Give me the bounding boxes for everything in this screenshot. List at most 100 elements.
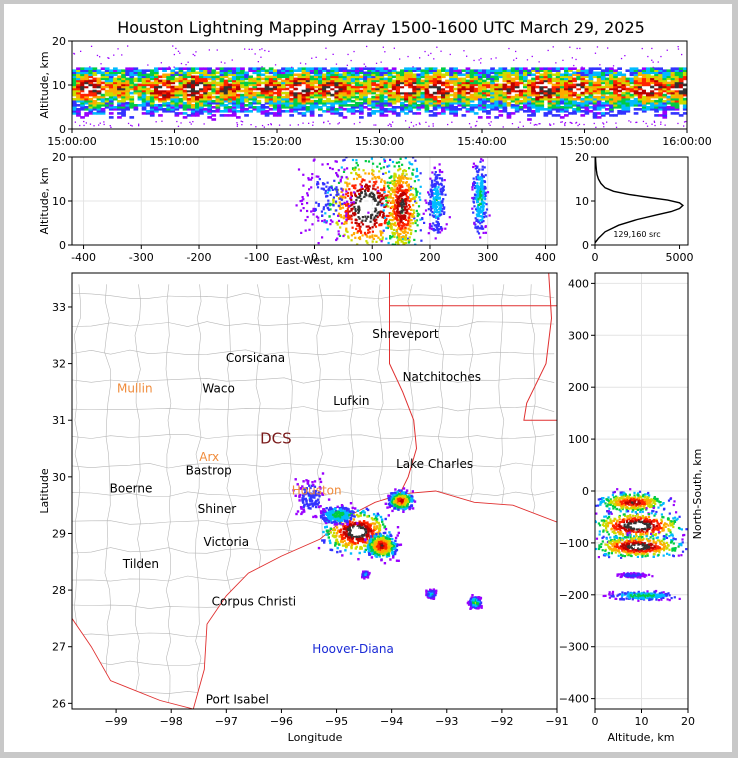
density-cell xyxy=(272,112,278,115)
ew-density-cell xyxy=(478,211,481,214)
ew-density-cell xyxy=(475,170,479,173)
density-cell xyxy=(486,81,491,85)
density-cell xyxy=(326,97,331,101)
density-cell xyxy=(539,79,545,83)
ew-tick-label: 0 xyxy=(311,251,318,264)
density-cell xyxy=(379,110,385,113)
density-cell xyxy=(76,99,81,103)
density-cell xyxy=(277,91,282,95)
density-cell xyxy=(326,81,331,85)
density-cell xyxy=(658,91,663,95)
density-cell xyxy=(424,91,430,95)
density-cell xyxy=(285,104,290,107)
density-cell xyxy=(605,91,610,95)
density-cell xyxy=(330,85,335,89)
density-cell xyxy=(236,104,241,107)
density-speck xyxy=(332,53,334,55)
ew-density-cell xyxy=(350,208,353,211)
ew-density-cell xyxy=(361,219,364,222)
density-cell xyxy=(621,112,627,115)
ew-density-cell xyxy=(356,230,360,233)
density-cell xyxy=(289,101,294,105)
ew-density-cell xyxy=(437,221,440,224)
density-speck xyxy=(573,64,575,67)
density-cell xyxy=(514,81,520,85)
ew-density-cell xyxy=(347,194,350,197)
density-cell xyxy=(371,67,376,70)
ew-density-cell xyxy=(337,204,340,207)
ew-density-cell xyxy=(395,252,397,254)
ew-density-cell xyxy=(481,221,484,224)
ew-density-cell xyxy=(357,211,360,214)
density-cell xyxy=(133,77,139,81)
density-cell xyxy=(231,110,237,113)
density-cell xyxy=(363,95,368,99)
density-cell xyxy=(342,99,348,103)
ew-density-cell xyxy=(481,168,484,171)
density-cell xyxy=(346,110,352,113)
ew-density-cell xyxy=(407,207,410,210)
ew-density-cell xyxy=(326,163,329,166)
density-cell xyxy=(240,93,245,97)
density-cell xyxy=(342,104,348,107)
density-cell xyxy=(367,79,372,83)
density-cell xyxy=(572,112,577,115)
density-cell xyxy=(506,69,512,72)
ew-density-cell xyxy=(480,188,483,191)
density-cell xyxy=(244,104,249,107)
ew-density-cell xyxy=(358,227,361,230)
density-cell xyxy=(170,91,176,95)
density-cell xyxy=(178,101,184,105)
ew-density-cell xyxy=(483,202,486,205)
density-cell xyxy=(141,87,147,91)
density-cell xyxy=(580,91,586,95)
ew-density-cell xyxy=(382,196,385,199)
density-cell xyxy=(379,81,385,85)
density-cell xyxy=(605,69,610,72)
density-cell xyxy=(449,67,454,70)
density-speck xyxy=(161,120,163,122)
ew-density-cell xyxy=(368,180,371,183)
density-cell xyxy=(379,104,385,107)
ew-density-cell xyxy=(392,235,395,238)
ew-density-cell xyxy=(335,160,338,163)
ew-density-cell xyxy=(415,169,419,173)
ew-density-cell xyxy=(434,204,437,207)
ew-density-cell xyxy=(325,220,328,223)
density-cell xyxy=(281,110,286,113)
density-cell xyxy=(248,95,253,99)
density-cell xyxy=(383,104,389,107)
ew-density-cell xyxy=(419,172,422,175)
density-cell xyxy=(342,75,348,79)
density-speck xyxy=(192,53,194,56)
density-speck xyxy=(107,57,109,59)
density-cell xyxy=(531,99,536,103)
density-cell xyxy=(141,69,147,72)
density-cell xyxy=(301,79,307,83)
density-cell xyxy=(330,101,335,105)
density-cell xyxy=(477,95,483,99)
density-cell xyxy=(666,99,672,103)
density-cell xyxy=(617,79,622,83)
density-speck xyxy=(270,124,272,126)
ew-density-cell xyxy=(373,176,376,179)
density-cell xyxy=(621,106,627,109)
ew-density-cell xyxy=(405,205,408,208)
density-cell xyxy=(113,85,118,89)
density-cell xyxy=(391,99,397,103)
density-cell xyxy=(453,97,458,101)
density-cell xyxy=(404,97,409,101)
density-cell xyxy=(166,77,171,81)
density-cell xyxy=(252,71,258,75)
density-cell xyxy=(227,83,233,87)
density-cell xyxy=(227,114,233,117)
ew-density-cell xyxy=(439,213,442,217)
density-cell xyxy=(387,73,393,77)
density-cell xyxy=(84,73,89,77)
ew-density-cell xyxy=(483,212,486,215)
density-cell xyxy=(629,79,635,83)
ew-density-cell xyxy=(434,197,437,200)
density-cell xyxy=(330,104,335,107)
density-cell xyxy=(469,73,475,77)
density-cell xyxy=(88,112,94,115)
